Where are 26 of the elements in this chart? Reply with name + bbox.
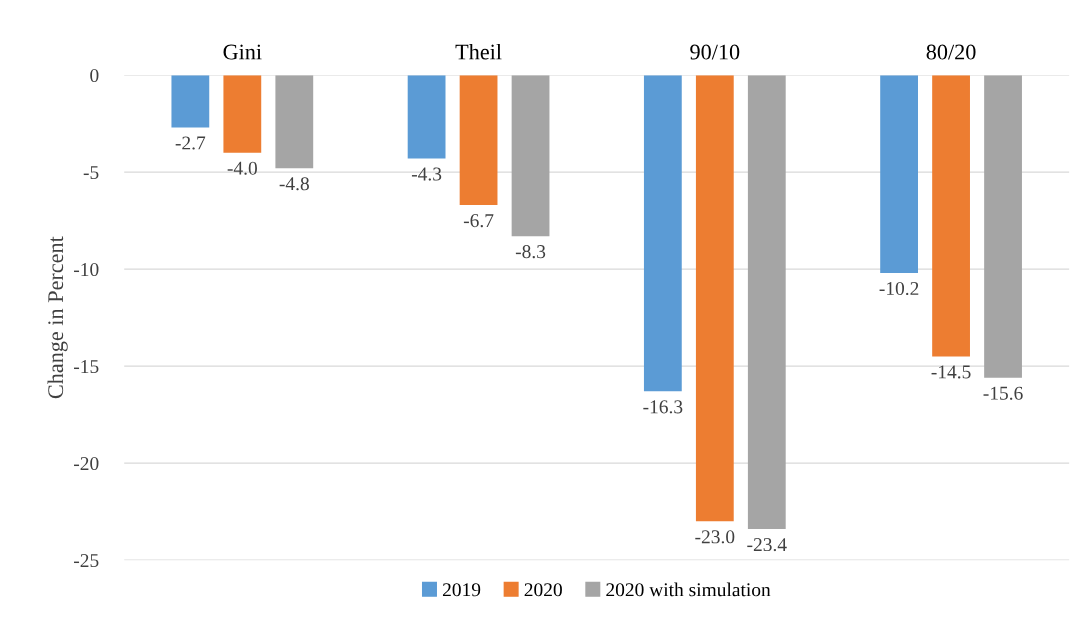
x-tick-label: 80/20 [926, 44, 976, 60]
data-label: -4.3 [411, 167, 442, 181]
y-axis-title: Change in Percent [47, 236, 68, 399]
data-label: -10.2 [879, 281, 919, 296]
x-tick-label: 90/10 [690, 44, 740, 60]
legend-label: 2019 [442, 583, 481, 597]
y-tick-label: -10 [74, 262, 99, 277]
y-tick-label: -20 [74, 456, 99, 471]
y-tick-label: -15 [74, 360, 99, 374]
data-label: -4.8 [279, 177, 309, 191]
data-label: -16.3 [643, 400, 683, 414]
x-tick-label: Gini [223, 44, 262, 60]
data-label: -2.7 [175, 136, 206, 150]
y-tick-label: -5 [83, 166, 99, 180]
legend-label: 2020 with simulation [606, 582, 771, 597]
x-tick-label: Theil [455, 43, 502, 60]
data-label: -15.6 [983, 386, 1023, 400]
data-label: -23.4 [747, 538, 787, 552]
data-label: -23.0 [695, 530, 735, 544]
data-label: -14.5 [931, 365, 971, 379]
data-label: -4.0 [227, 161, 257, 175]
y-tick-label: -25 [74, 554, 99, 568]
data-label: -6.7 [463, 214, 494, 228]
y-tick-label: 0 [90, 68, 99, 83]
legend-label: 2020 [524, 583, 562, 597]
data-label: -8.3 [515, 245, 546, 259]
